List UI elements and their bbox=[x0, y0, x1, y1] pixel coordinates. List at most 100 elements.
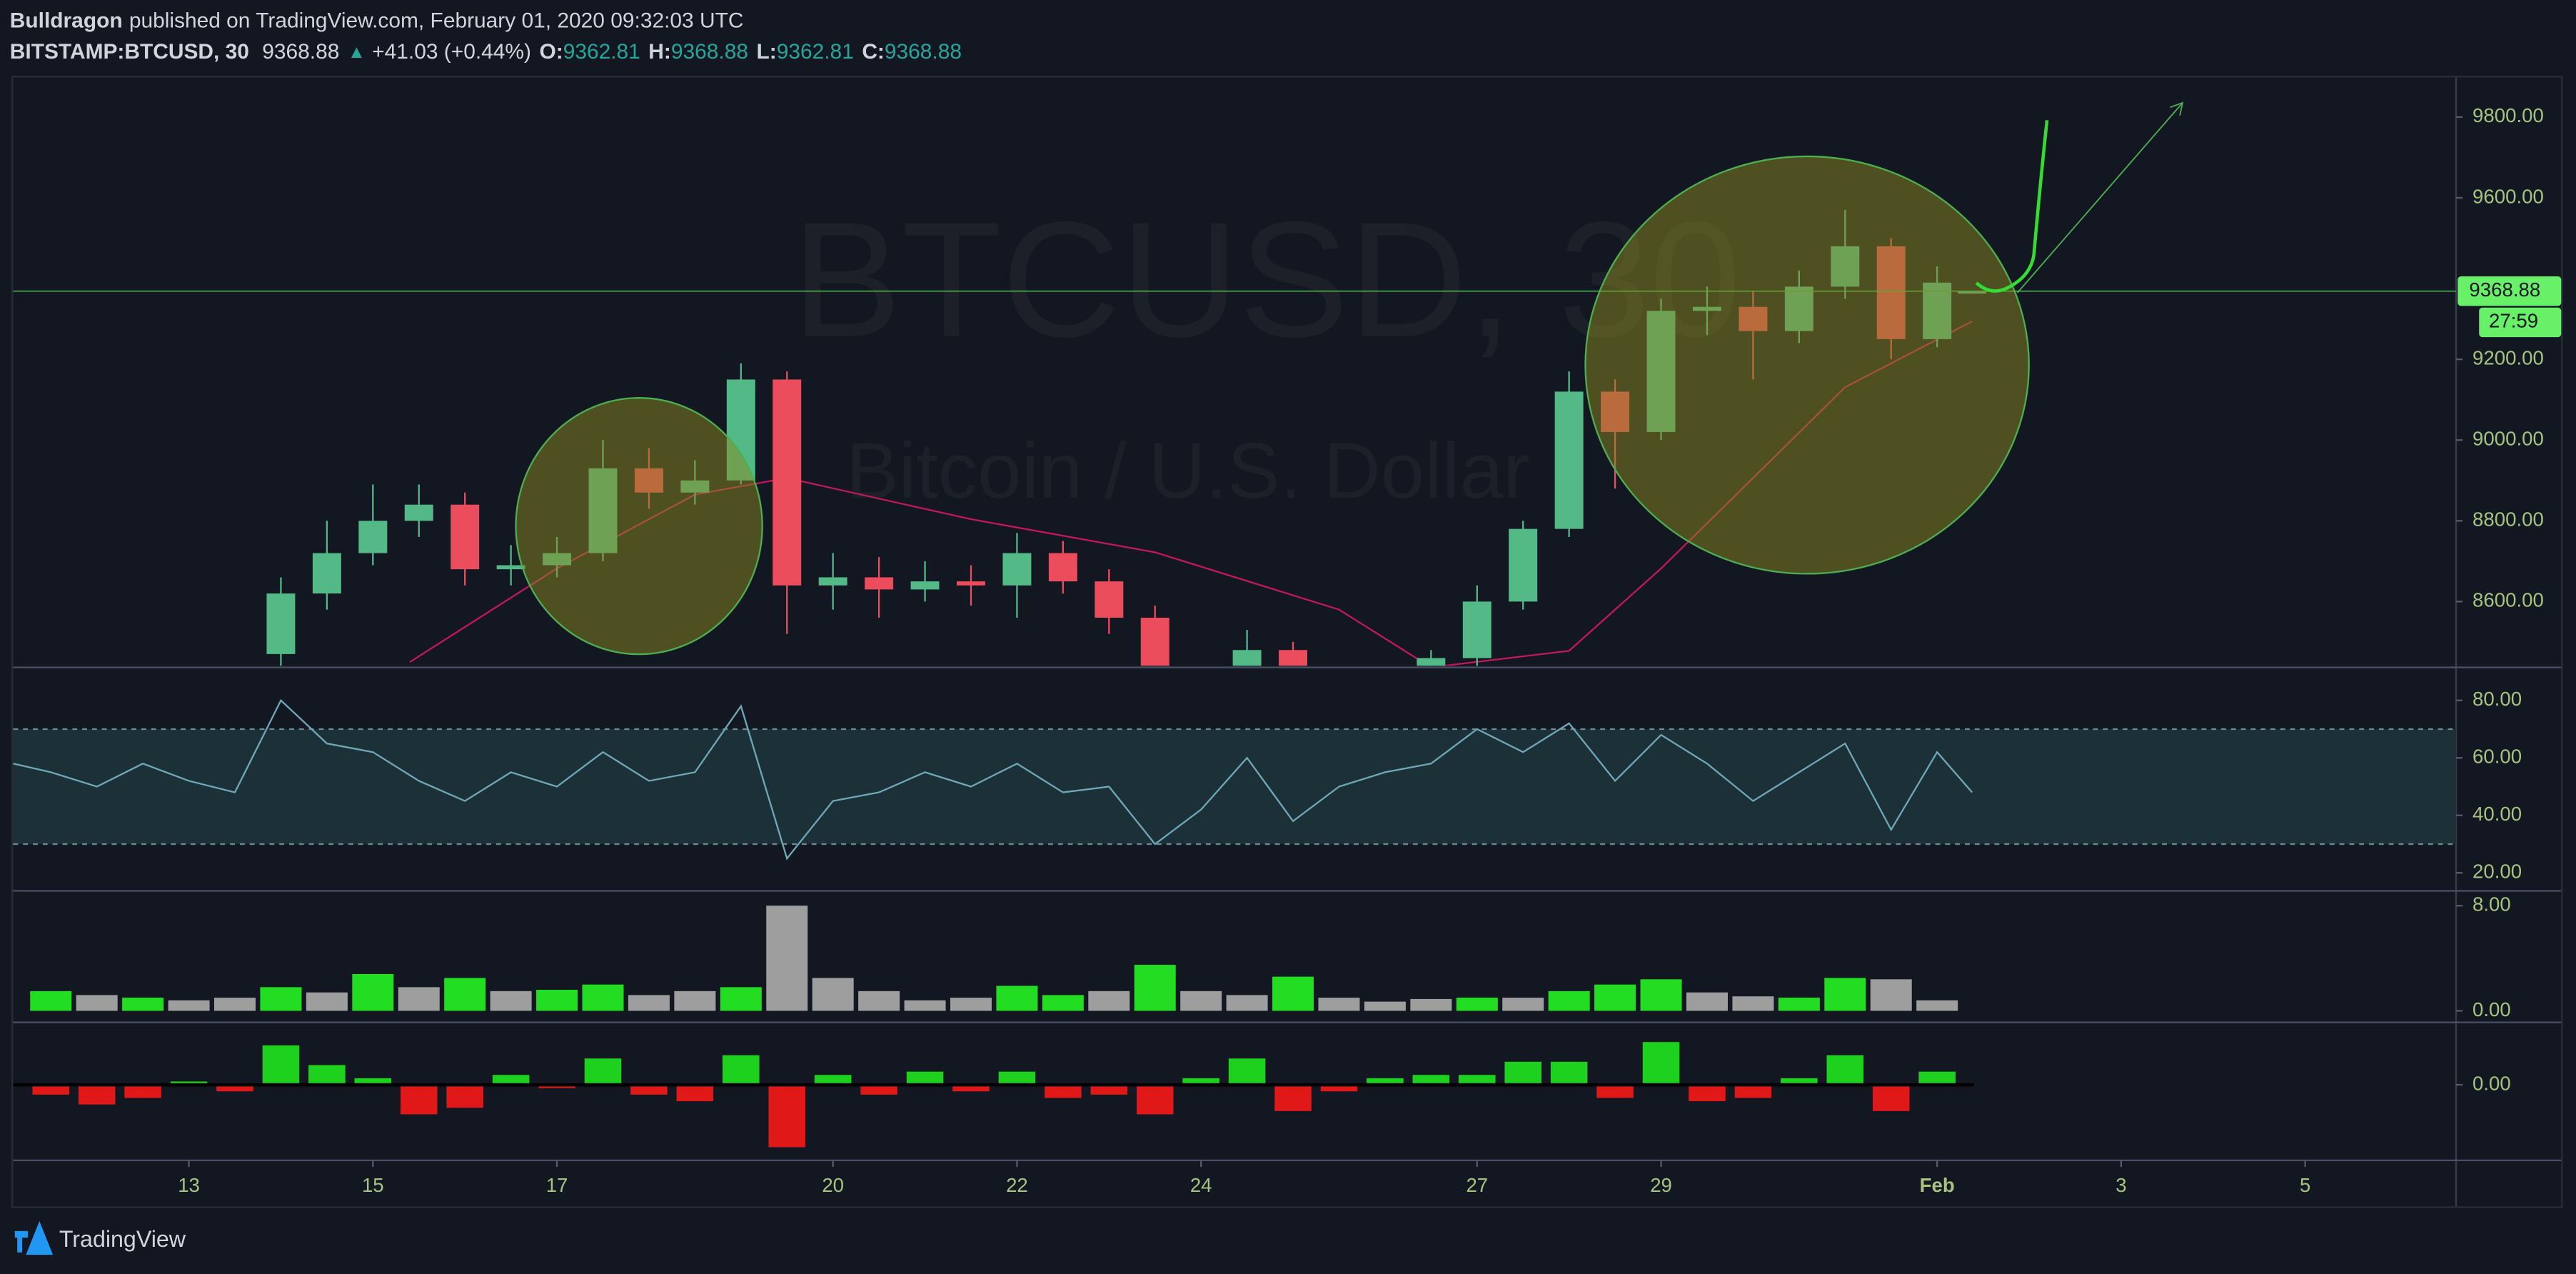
y-tick-label: 80.00 bbox=[2472, 688, 2522, 710]
watermark: BTCUSD, 30 bbox=[792, 188, 1741, 371]
highlight-circle bbox=[1584, 155, 2030, 575]
momentum-bar bbox=[1918, 1071, 1956, 1085]
volume-bar bbox=[1870, 979, 1912, 1011]
countdown: 27:59 bbox=[2489, 310, 2538, 332]
candle-body bbox=[1048, 553, 1077, 582]
momentum-bar bbox=[124, 1085, 161, 1098]
volume-bar bbox=[1180, 990, 1222, 1011]
y-tick-label: 40.00 bbox=[2472, 803, 2522, 825]
rsi-band bbox=[13, 728, 2457, 845]
last-price-label: 9368.88 bbox=[2469, 279, 2540, 301]
arrow: ▲ bbox=[348, 42, 366, 62]
momentum-bar bbox=[630, 1085, 668, 1095]
y-tick-label: 8.00 bbox=[2472, 893, 2511, 916]
y-tick-label: 0.00 bbox=[2472, 1072, 2511, 1094]
pane-line bbox=[13, 698, 2457, 861]
volume-bar bbox=[766, 906, 808, 1011]
volume-bar bbox=[1640, 979, 1682, 1011]
momentum-bar bbox=[1136, 1085, 1174, 1115]
y-tick-label: 9200.00 bbox=[2472, 346, 2544, 368]
candle-body bbox=[496, 565, 525, 570]
momentum-bar bbox=[1734, 1085, 1772, 1098]
momentum-bar bbox=[308, 1065, 346, 1085]
volume-bar bbox=[1318, 998, 1360, 1011]
volume-bar bbox=[1456, 998, 1498, 1011]
volume-bar bbox=[398, 987, 440, 1011]
momentum-bar bbox=[400, 1085, 438, 1115]
x-tick-label: 13 bbox=[178, 1174, 200, 1196]
momentum-bar bbox=[1228, 1058, 1266, 1085]
frame bbox=[11, 76, 2563, 1208]
momentum-bar bbox=[1320, 1085, 1358, 1092]
volume-bar bbox=[812, 978, 854, 1011]
candle-body bbox=[910, 581, 940, 590]
symbol: BITSTAMP:BTCUSD, 30 bbox=[10, 40, 249, 64]
volume-bar bbox=[858, 990, 900, 1011]
x-tick-label: 17 bbox=[546, 1174, 568, 1196]
momentum-bar bbox=[584, 1058, 622, 1085]
volume-bar bbox=[628, 995, 670, 1011]
momentum-bar bbox=[1596, 1085, 1634, 1098]
candle-body bbox=[1462, 601, 1491, 658]
volume-bar bbox=[213, 998, 256, 1011]
last: 9368.88 bbox=[262, 40, 339, 64]
author: Bulldragon bbox=[10, 9, 123, 32]
volume-bar bbox=[582, 984, 624, 1011]
volume-bar bbox=[444, 978, 486, 1011]
y-tick-label: 0.00 bbox=[2472, 998, 2511, 1020]
pane-histogram bbox=[13, 1042, 1974, 1148]
plot: BTCUSD, 30 Bitcoin / U.S. Dollar 8600.00 88… bbox=[13, 104, 2562, 1196]
momentum-bar bbox=[814, 1075, 852, 1085]
countdown-box bbox=[2479, 307, 2562, 338]
last-price-box bbox=[2457, 276, 2562, 306]
x-tick-label: 3 bbox=[2115, 1174, 2126, 1196]
highlight-circle bbox=[515, 397, 763, 656]
volume-bar bbox=[122, 998, 164, 1011]
momentum-bar bbox=[1689, 1085, 1726, 1102]
candle-body bbox=[1002, 553, 1032, 586]
volume-bar bbox=[1042, 995, 1084, 1011]
ohlc-key: O: bbox=[539, 40, 563, 64]
candle-body bbox=[1509, 528, 1538, 602]
y-tick-label: 20.00 bbox=[2472, 861, 2522, 883]
volume-bar bbox=[490, 990, 532, 1011]
candle-body bbox=[1095, 581, 1124, 618]
volume-bar bbox=[1732, 996, 1774, 1011]
volume-bar bbox=[1824, 978, 1866, 1011]
candle-body bbox=[358, 521, 388, 553]
momentum-bar bbox=[1412, 1075, 1450, 1085]
y-tick-label: 60.00 bbox=[2472, 746, 2522, 768]
change: +41.03 (+0.44%) bbox=[372, 40, 531, 64]
candle-body bbox=[818, 577, 847, 586]
x-tick-label: 20 bbox=[822, 1174, 844, 1196]
volume-bar bbox=[168, 1000, 210, 1011]
x-tick-label: 29 bbox=[1650, 1174, 1672, 1196]
momentum-bar bbox=[1826, 1055, 1864, 1085]
volume-bar bbox=[536, 990, 578, 1011]
momentum-bar bbox=[354, 1078, 392, 1085]
candle-body bbox=[1554, 391, 1584, 529]
momentum-bar bbox=[216, 1085, 253, 1092]
momentum-bar bbox=[1274, 1085, 1312, 1111]
volume-bar bbox=[950, 998, 992, 1011]
momentum-bar bbox=[1090, 1085, 1128, 1095]
ohlc-value: 9362.81 bbox=[777, 40, 854, 64]
volume-bar bbox=[1226, 995, 1268, 1011]
volume-bar bbox=[1916, 1000, 1958, 1011]
momentum-bar bbox=[1781, 1078, 1818, 1085]
y-tick-label: 8800.00 bbox=[2472, 508, 2544, 531]
watermark-subtitle: Bitcoin / U.S. Dollar bbox=[846, 427, 1529, 515]
pane-bar bbox=[30, 906, 1958, 1011]
x-tick-label: 22 bbox=[1006, 1174, 1028, 1196]
volume-bar bbox=[1778, 998, 1820, 1011]
volume-bar bbox=[1502, 998, 1544, 1011]
drawings bbox=[515, 104, 2182, 656]
ohlc-value: 9362.81 bbox=[563, 40, 640, 64]
volume-bar bbox=[306, 992, 348, 1011]
brand: TradingView bbox=[59, 1226, 186, 1252]
forecast-curve bbox=[1975, 120, 2049, 293]
volume-bar bbox=[674, 990, 716, 1011]
candle-body bbox=[312, 553, 341, 594]
